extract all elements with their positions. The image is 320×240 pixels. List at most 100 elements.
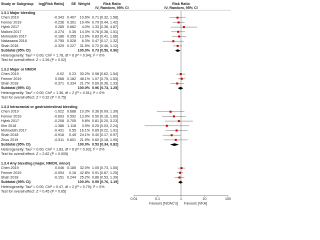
study-name: Malloni 2017 [1,30,21,34]
column-header: SE [71,2,76,6]
study-name: Mohiuddin 2017 [1,128,27,132]
summary-diamond [169,143,179,146]
ci-text: 0.72 [0.46, 1.12] [92,44,118,48]
log-rr: -0.343 [54,16,64,20]
x-tick-label: 100 [225,197,231,201]
subtotal-weight: 100.0% [78,143,91,147]
x-tick-label: 0.1 [155,197,160,201]
column-header: IV, Random, 95% CI [164,6,197,10]
weight: 4.0% [82,25,91,29]
forest-plot: Study or Subgroup log[Risk Ratio] SE Weight… [0,2,231,206]
study-name: Chen 2019 [1,72,19,76]
log-rr: -0.511 [54,138,64,142]
se: 0.301 [67,20,76,24]
ci-text: 0.36 [0.09, 1.39] [92,110,118,114]
study-name: Shah 2018 [1,175,18,179]
effect-square [177,120,180,123]
se: 0.45 [69,133,76,137]
ci-text: 0.60 [0.18, 1.95] [92,138,118,142]
effect-square [179,171,182,174]
subtotal-label: Subtotal (95% CI) [1,49,31,53]
summary-diamond [177,86,184,90]
se: 0.601 [67,138,76,142]
study-name: Chen 2019 [1,110,19,114]
x-tick-label: 1 [180,197,182,201]
column-header: IV, Random, 95% CI [95,6,128,10]
weight: 25.2% [80,175,91,179]
log-rr: -0.151 [54,175,64,179]
effect-square [172,115,175,118]
summary-diamond [175,49,181,52]
se: 0.592 [67,114,76,118]
se: 0.55 [69,128,76,132]
log-rr: -1.386 [54,124,64,128]
log-rr: -0.208 [54,119,64,123]
ci-text: 0.47 [0.17, 1.32] [92,39,118,43]
log-rr: -0.755 [54,39,64,43]
weight: 31.5% [80,44,91,48]
study-name: Fenner 2019 [1,77,21,81]
effect-square [176,16,179,19]
se: 0.244 [67,175,76,179]
effect-square [178,176,181,179]
heterogeneity: Heterogeneity: Tau² = 0.00; Chi² = 1.83,… [1,147,105,151]
subtotal-label: Subtotal (95% CI) [1,180,31,184]
overall-effect: Test for overall effect: Z = 0.32 (P = 0… [1,96,66,100]
column-header: Risk Ratio [172,2,190,6]
ci-text: 0.79 [0.44, 1.42] [92,20,118,24]
effect-square [180,77,183,80]
se: 0.35 [69,30,76,34]
favours-right: Favours [VKA] [184,202,207,206]
column-header: Risk Ratio [103,2,121,6]
log-rr: 0.046 [55,166,64,170]
log-rr: -0.916 [54,133,64,137]
weight: 21.9% [80,138,91,142]
se: 0.227 [67,44,76,48]
weight: 9.8% [82,119,91,123]
ci-text: 0.50 [0.16, 1.60] [92,114,118,118]
ci-text: 0.98 [0.62, 1.54] [92,72,118,76]
heterogeneity: Heterogeneity: Tau² = 0.00; Chi² = 0.47,… [1,185,105,189]
heterogeneity: Heterogeneity: Tau² = 0.00; Chi² = 1.78,… [1,53,105,57]
weight: 24.1% [80,133,91,137]
study-name: Kim 2018 [1,124,16,128]
subtotal-weight: 100.0% [78,180,91,184]
se: 0.355 [67,34,76,38]
subtotal-ci: 0.73 [0.56, 0.96] [92,49,118,53]
heterogeneity: Heterogeneity: Tau² = 0.00; Chi² = 1.36,… [1,91,105,95]
effect-square [172,40,175,43]
ci-text: 1.07 [0.75, 1.53] [92,77,118,81]
subtotal-label: Subtotal (95% CI) [1,143,31,147]
study-name: Shah 2018 [1,44,18,48]
subtotal-weight: 100.0% [78,49,91,53]
subtotal-weight: 100.0% [78,86,91,90]
study-name: Fenner 2019 [1,20,21,24]
ci-text: 1.33 [0.36, 4.87] [92,25,118,29]
study-name: Fenner 2019 [1,171,21,175]
subtotal-ci: 0.53 [0.34, 0.82] [92,143,118,147]
log-rr: -1.022 [54,110,64,114]
ci-text: 0.71 [0.32, 1.58] [92,16,118,20]
weight: 42.8% [80,171,91,175]
log-rr: 0.068 [55,77,64,81]
effect-square [180,167,183,170]
weight: 13.9% [80,114,91,118]
se: 0.688 [67,110,76,114]
log-rr: -0.094 [54,171,64,175]
effect-square [178,35,181,38]
study-name: Hylek 2017 [1,25,19,29]
column-header: log[Risk Ratio] [39,2,64,6]
effect-square [179,73,182,76]
se: 0.185 [67,166,76,170]
summary-diamond [178,180,183,184]
log-rr: -0.02 [56,72,64,76]
weight: 3.9% [82,124,91,128]
effect-square [177,30,180,33]
study-name: Shah 2018 [1,133,18,137]
se: 0.528 [67,39,76,43]
study-name: Shah 2018 [1,81,18,85]
log-rr: -0.431 [54,128,64,132]
effect-square [176,44,179,47]
effect-square [170,134,173,137]
ci-text: 0.25 [0.03, 2.24] [92,124,118,128]
